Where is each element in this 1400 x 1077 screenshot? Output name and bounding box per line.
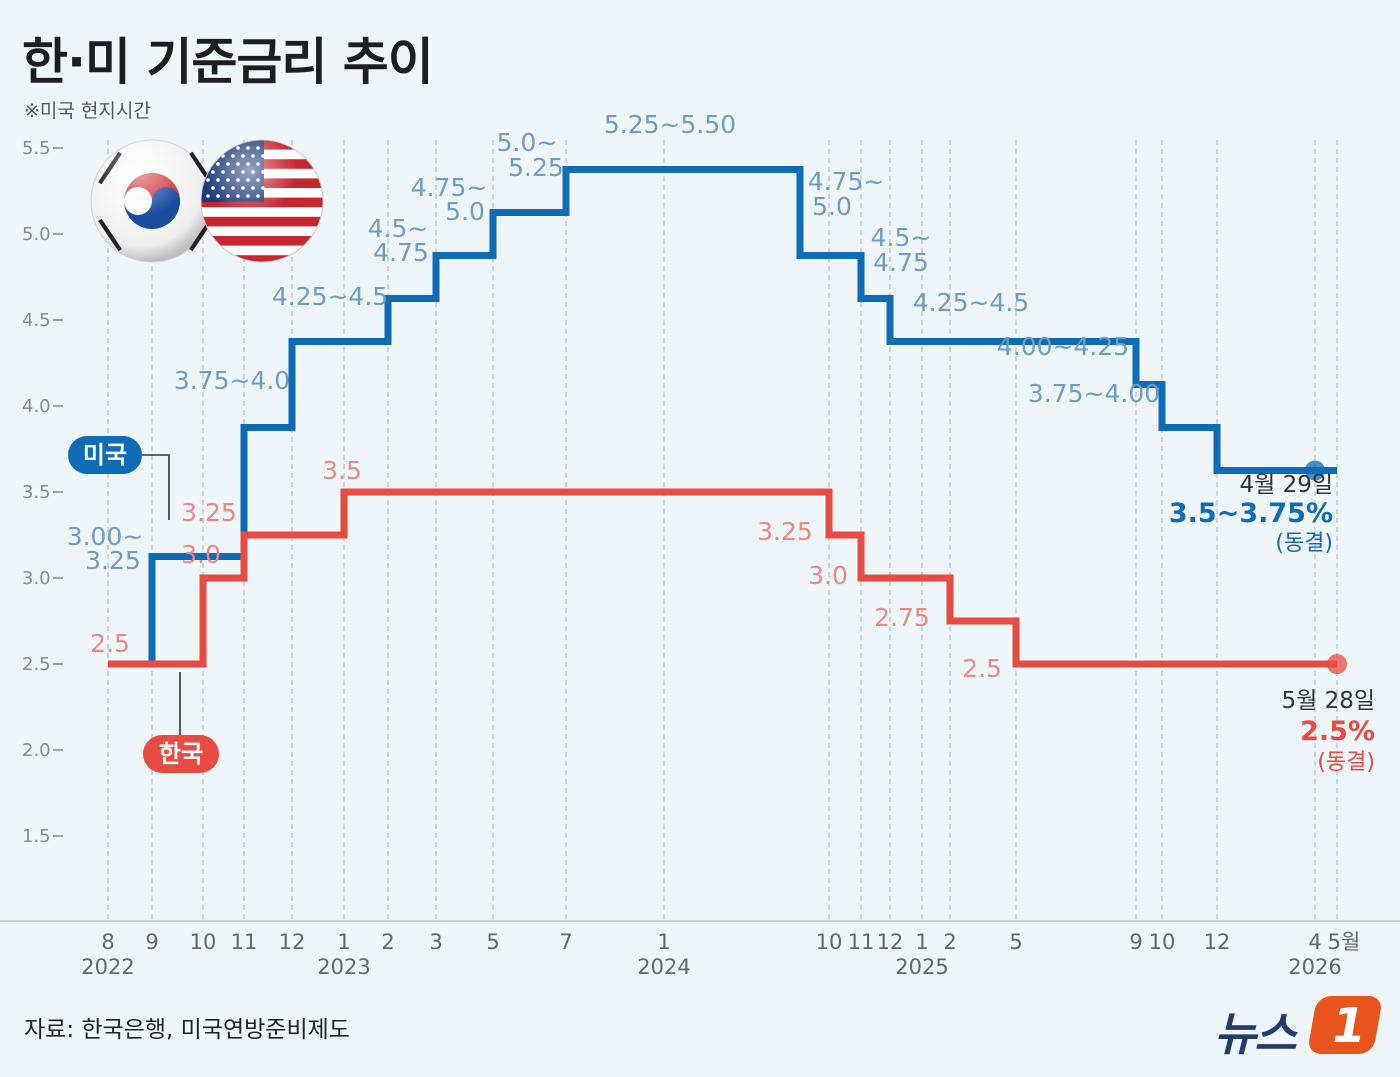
news1-logo: 뉴스 1	[1214, 992, 1384, 1062]
us-rate-label: 4.75	[873, 248, 929, 277]
kr-rate-label: 3.25	[757, 517, 813, 546]
us-rate-label: 3.75~4.00	[1028, 379, 1160, 408]
source-note: 자료: 한국은행, 미국연방준비제도	[24, 1017, 350, 1043]
kr-rate-label: 2.5	[962, 654, 1002, 683]
us-rate-label: 3.75~4.0	[174, 366, 290, 395]
us-rate-label: 4.25~4.5	[913, 288, 1029, 317]
x-tick-label: 1	[657, 930, 670, 954]
kr-rate-label: 3.0	[181, 540, 221, 569]
us-rate-line	[148, 166, 1337, 664]
kr-rate-label: 2.5	[90, 629, 130, 658]
x-year-label: 2023	[317, 955, 370, 979]
kr-end-date: 5월 28일	[1281, 688, 1375, 714]
page-subtitle: ※미국 현지시간	[24, 100, 151, 122]
kr-rate-label: 3.25	[181, 498, 237, 527]
x-tick-label: 8	[101, 930, 114, 954]
y-tick-label: 5.5	[22, 138, 51, 159]
legend-kr: 한국	[143, 672, 219, 773]
x-year-label: 2026	[1288, 955, 1341, 979]
x-tick-label: 12	[279, 930, 306, 954]
us-rate-label: 4.00~4.25	[997, 332, 1129, 361]
x-tick-label: 10	[1149, 930, 1176, 954]
grid-lines	[107, 140, 1338, 921]
x-year-label: 2024	[637, 955, 690, 979]
us-rate-label: 4.75	[373, 238, 429, 267]
y-axis: 5.5 5.0 4.5 4.0 3.5 3.0 2.5 2.0 1.5	[22, 138, 63, 847]
x-tick-label: 9	[1129, 930, 1142, 954]
x-year-label: 2025	[895, 955, 948, 979]
legend-us-label: 미국	[83, 441, 127, 469]
x-tick-label: 10	[190, 930, 217, 954]
x-tick-label: 10	[816, 930, 843, 954]
x-tick-label: 3	[429, 930, 442, 954]
us-end-marker	[1305, 460, 1325, 481]
logo-mark-text: 1	[1326, 998, 1371, 1054]
usa-flag-icon	[200, 139, 324, 263]
logo-text: 뉴스	[1214, 1007, 1297, 1061]
us-end-date: 4월 29일	[1239, 472, 1333, 498]
us-rate-label: 5.25	[508, 153, 564, 182]
us-rate-label: 5.0	[812, 192, 852, 221]
x-tick-label: 1	[337, 930, 350, 954]
us-rate-label: 4.5~	[871, 223, 932, 252]
kr-end-value: 2.5%	[1300, 716, 1375, 747]
x-tick-label: 12	[1204, 930, 1231, 954]
us-rate-label: 4.75~	[411, 173, 488, 202]
kr-rate-label: 2.75	[874, 603, 930, 632]
logo-mark-icon: 1	[1306, 996, 1384, 1054]
korea-flag-icon	[90, 139, 214, 263]
us-rate-label: 3.00~	[67, 522, 144, 551]
x-year-label: 2022	[81, 955, 134, 979]
kr-rate-label: 3.5	[322, 456, 362, 485]
y-tick-label: 3.0	[22, 568, 51, 589]
us-rate-label: 4.75~	[808, 167, 885, 196]
us-end-note: (동결)	[1275, 531, 1333, 556]
data-labels: 3.00~3.253.75~4.04.25~4.54.5~4.754.75~5.…	[67, 110, 1160, 683]
x-tick-label: 1	[915, 930, 928, 954]
us-rate-label: 4.25~4.5	[272, 282, 388, 311]
us-rate-label: 5.25~5.50	[604, 110, 736, 139]
y-tick-label: 2.0	[22, 740, 51, 761]
y-tick-label: 2.5	[22, 654, 51, 675]
us-rate-label: 5.0	[445, 197, 485, 226]
legend-us: 미국	[68, 436, 170, 520]
page-title: 한·미 기준금리 추이	[22, 33, 434, 91]
x-tick-label: 4	[1308, 930, 1321, 954]
kr-rate-line	[108, 488, 1337, 668]
x-tick-label: 9	[145, 930, 158, 954]
kr-rate-label: 3.0	[808, 561, 848, 590]
x-tick-label: 7	[559, 930, 572, 954]
series	[108, 166, 1347, 674]
us-rate-label: 4.5~	[368, 214, 429, 243]
kr-end-annotation: 5월 28일 2.5% (동결)	[1281, 688, 1375, 775]
legend-kr-label: 한국	[159, 740, 203, 768]
y-tick-label: 5.0	[22, 224, 51, 245]
us-rate-label: 5.0~	[497, 128, 558, 157]
us-end-annotation: 4월 29일 3.5~3.75% (동결)	[1169, 472, 1333, 556]
x-tick-label: 5	[1009, 930, 1022, 954]
x-tick-label: 2	[381, 930, 394, 954]
y-tick-label: 4.5	[22, 310, 51, 331]
y-tick-label: 1.5	[22, 826, 51, 847]
kr-end-marker	[1327, 654, 1347, 674]
us-end-value: 3.5~3.75%	[1169, 498, 1333, 529]
x-tick-label: 12	[877, 930, 904, 954]
us-rate-label: 3.25	[85, 546, 141, 575]
x-tick-label: 2	[943, 930, 956, 954]
x-tick-label: 11	[848, 930, 875, 954]
x-tick-label: 5월	[1328, 930, 1361, 954]
y-tick-label: 4.0	[22, 396, 51, 417]
y-tick-label: 3.5	[22, 482, 51, 503]
x-tick-label: 5	[486, 930, 499, 954]
x-tick-label: 11	[231, 930, 258, 954]
kr-end-note: (동결)	[1317, 750, 1375, 775]
